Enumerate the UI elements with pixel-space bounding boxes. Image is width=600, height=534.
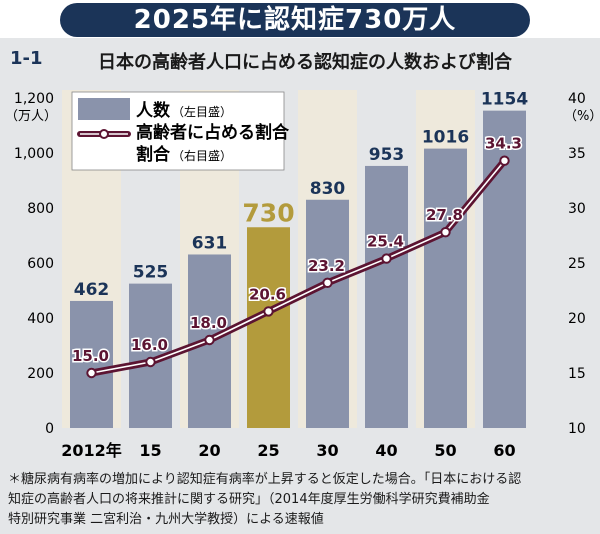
bar-value-label: 462 bbox=[74, 280, 110, 300]
legend-line-label-2: 割合 bbox=[136, 144, 171, 165]
ratio-point bbox=[86, 367, 97, 379]
right-axis-tick: 30 bbox=[568, 201, 586, 217]
right-axis-tick: 40 bbox=[568, 91, 586, 107]
ratio-value-label: 16.0 bbox=[131, 336, 168, 354]
ratio-value-label: 18.0 bbox=[190, 314, 227, 332]
right-axis-tick: 35 bbox=[568, 146, 586, 162]
legend-bar-note: （左目盛） bbox=[172, 104, 232, 119]
ratio-value-labels: 15.0 16.0 18.0 20.6 23.2 25.4 27.8 34.3 bbox=[70, 133, 523, 366]
bar-value-label: 953 bbox=[369, 145, 405, 165]
footnote-line-2: 知症の高齢者人口の将来推計に関する研究」（2014年度厚生労働科学研究費補助金 bbox=[8, 492, 490, 507]
bar-series bbox=[70, 110, 526, 429]
x-axis-label: 2012年 bbox=[61, 441, 122, 460]
legend-line-label: 高齢者に占める割合 bbox=[136, 122, 290, 143]
x-axis-label: 40 bbox=[375, 441, 397, 460]
x-axis-label: 50 bbox=[434, 441, 456, 460]
ratio-line-inner bbox=[91, 160, 506, 374]
bar-value-labels: 462 525 631 730 830 953 1016 1154 bbox=[74, 90, 529, 300]
left-axis-tick: 1,000 bbox=[14, 146, 54, 162]
chart: 462 525 631 730 830 953 1016 1154 15.0 16.0 18.0 2… bbox=[5, 90, 600, 460]
x-axis-label: 20 bbox=[198, 441, 220, 460]
ratio-point bbox=[263, 306, 274, 317]
page-title: 2025年に認知症730万人 bbox=[60, 3, 530, 37]
figure-number: 1-1 bbox=[10, 48, 43, 69]
left-axis: 0 200 400 600 800 1,000 1,200 bbox=[14, 91, 54, 437]
ratio-point bbox=[381, 253, 392, 264]
right-axis-tick: 10 bbox=[568, 421, 586, 437]
subtitle-text: 日本の高齢者人口に占める認知症の人数および割合 bbox=[98, 52, 512, 73]
bar bbox=[247, 227, 290, 428]
footnote-line-3: 特別研究事業 二宮利治・九州大学教授）による速報値 bbox=[8, 512, 324, 527]
ratio-value-label: 34.3 bbox=[485, 135, 522, 153]
bar-value-label: 830 bbox=[310, 179, 346, 199]
right-axis-unit: （%） bbox=[564, 109, 600, 124]
bar-value-label: 730 bbox=[242, 198, 294, 227]
ratio-point bbox=[499, 155, 510, 166]
bar-value-label: 1016 bbox=[422, 128, 469, 148]
bar-value-label: 1154 bbox=[481, 90, 528, 110]
legend-line-marker bbox=[99, 129, 109, 139]
ratio-value-label: 27.8 bbox=[426, 206, 463, 224]
left-axis-tick: 400 bbox=[27, 311, 54, 327]
footnote: ＊糖尿病有病率の増加により認知症有病率が上昇すると仮定した場合。「日本における認… bbox=[8, 470, 598, 530]
right-axis-tick: 15 bbox=[568, 366, 586, 382]
x-axis-label: 25 bbox=[257, 441, 279, 460]
left-axis-tick: 600 bbox=[27, 256, 54, 272]
footnote-line-1: ＊糖尿病有病率の増加により認知症有病率が上昇すると仮定した場合。「日本における認 bbox=[8, 472, 522, 487]
left-axis-tick: 1,200 bbox=[14, 91, 54, 107]
left-axis-tick: 200 bbox=[27, 366, 54, 382]
bar-value-label: 631 bbox=[192, 233, 228, 253]
ratio-point bbox=[322, 277, 333, 289]
x-axis-label: 60 bbox=[493, 441, 515, 460]
right-axis-tick: 20 bbox=[568, 311, 586, 327]
legend-bar-swatch bbox=[78, 98, 130, 120]
x-axis-labels: 2012年 15 20 25 30 40 50 60 bbox=[61, 441, 515, 460]
right-axis: 10 15 20 25 30 35 40 bbox=[568, 91, 586, 437]
bar bbox=[306, 199, 349, 428]
ratio-point bbox=[204, 334, 215, 346]
bar bbox=[70, 300, 113, 428]
ratio-value-label: 23.2 bbox=[308, 257, 345, 275]
right-axis-tick: 25 bbox=[568, 256, 586, 272]
bar bbox=[424, 148, 467, 428]
ratio-point bbox=[145, 356, 156, 368]
left-axis-tick: 0 bbox=[45, 421, 54, 437]
bar-value-label: 525 bbox=[133, 263, 169, 283]
legend: 人数 （左目盛） 高齢者に占める割合 割合 （右目盛） bbox=[71, 91, 290, 171]
legend-bar-label: 人数 bbox=[136, 100, 171, 121]
ratio-value-label: 20.6 bbox=[249, 285, 286, 303]
ratio-points bbox=[86, 155, 510, 379]
ratio-value-label: 25.4 bbox=[367, 233, 404, 251]
left-axis-tick: 800 bbox=[27, 201, 54, 217]
title-bar: 2025年に認知症730万人 bbox=[0, 0, 600, 38]
x-axis-label: 30 bbox=[316, 441, 338, 460]
chart-subtitle: 1-1 日本の高齢者人口に占める認知症の人数および割合 bbox=[0, 48, 600, 76]
left-axis-unit: （万人） bbox=[5, 109, 57, 124]
ratio-point bbox=[440, 227, 451, 238]
legend-line-note: （右目盛） bbox=[172, 148, 232, 163]
bar bbox=[365, 165, 408, 429]
x-axis-label: 15 bbox=[139, 441, 161, 460]
ratio-value-label: 15.0 bbox=[72, 347, 109, 365]
